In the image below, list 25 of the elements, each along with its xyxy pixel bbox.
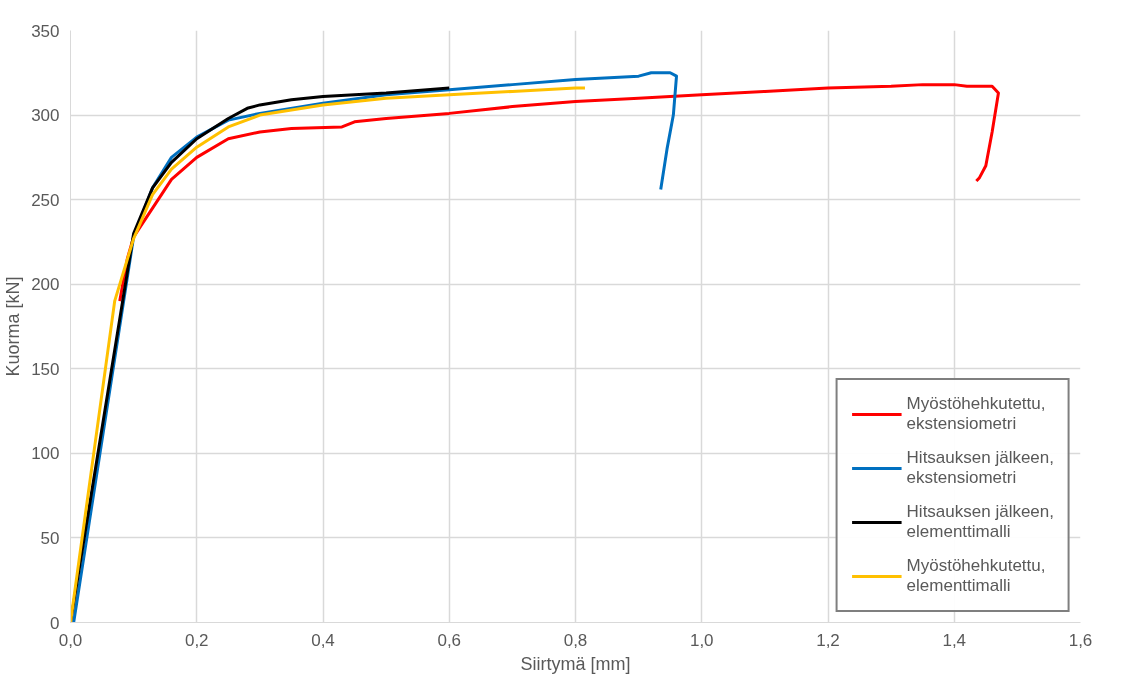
y-tick-label: 200 xyxy=(31,275,60,295)
legend-label: Hitsauksen jälkeen, ekstensiometri xyxy=(906,448,1054,488)
y-tick-label: 0 xyxy=(50,613,60,633)
legend-label: Myöstöhehkutettu, ekstensiometri xyxy=(906,394,1046,434)
y-tick-label: 150 xyxy=(31,359,60,379)
x-tick-label: 1,0 xyxy=(689,630,714,650)
x-tick-label: 0,2 xyxy=(184,630,209,650)
y-tick-label: 50 xyxy=(40,528,60,548)
y-tick-label: 350 xyxy=(31,21,60,41)
x-tick-label: 1,2 xyxy=(816,630,840,650)
x-axis-title: Siirtymä [mm] xyxy=(520,653,631,674)
y-tick-label: 300 xyxy=(31,106,60,126)
legend-label: Myöstöhehkutettu, elementtimalli xyxy=(906,556,1046,596)
x-tick-label: 0,6 xyxy=(437,630,462,650)
y-axis-title: Kuorma [kN] xyxy=(3,276,24,377)
legend-label: Hitsauksen jälkeen, elementtimalli xyxy=(906,502,1054,542)
x-tick-label: 1,4 xyxy=(942,630,967,650)
line-series xyxy=(118,83,1000,303)
line-series xyxy=(70,86,587,623)
y-tick-label: 100 xyxy=(31,444,60,464)
x-tick-label: 0,0 xyxy=(58,630,83,650)
y-tick-label: 250 xyxy=(31,190,60,210)
x-tick-label: 1,6 xyxy=(1068,630,1093,650)
x-tick-label: 0,8 xyxy=(563,630,588,650)
x-tick-label: 0,4 xyxy=(311,630,335,650)
